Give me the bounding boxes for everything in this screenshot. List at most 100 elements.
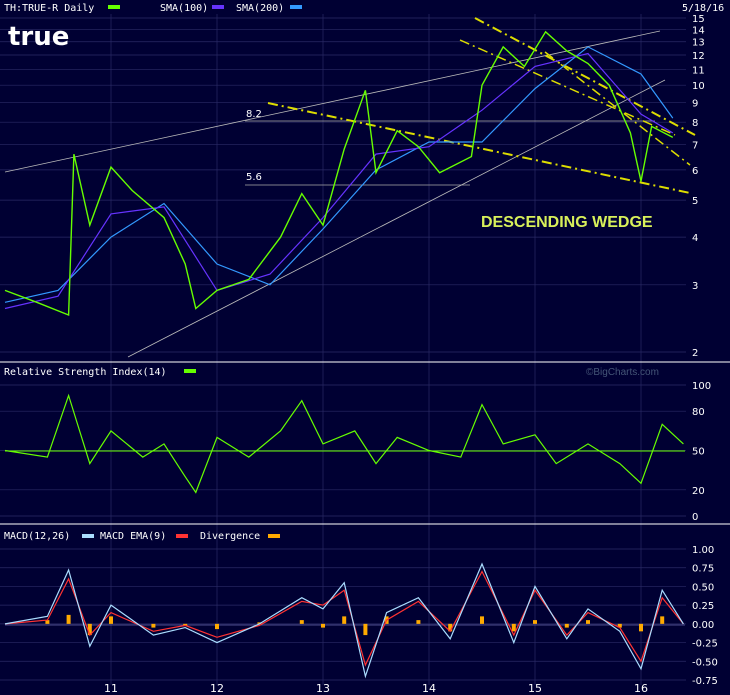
macd-legend-swatch [82, 534, 94, 538]
macd-ema-title: MACD EMA(9) [100, 531, 166, 542]
x-tick-label: 14 [422, 682, 436, 695]
divergence-bar [448, 623, 453, 632]
price-grid [0, 17, 686, 353]
upper-channel-line [4, 30, 661, 173]
macd-y-axis: 1.00 0.75 0.50 0.25 0.00 -0.25 -0.50 -0.75 [692, 545, 718, 687]
divergence-bar [299, 620, 304, 624]
rsi-legend-swatch [184, 369, 196, 373]
divergence-bar [87, 623, 92, 636]
sma200-line [4, 46, 674, 303]
x-tick-label: 13 [316, 682, 330, 695]
price-tick-label: 11 [692, 65, 705, 76]
price-tick-label: 4 [692, 233, 698, 244]
price-tick-label: 2 [692, 348, 698, 359]
price-legend-swatch [108, 5, 120, 9]
x-tick-label: 11 [104, 682, 118, 695]
price-tick-label: 12 [692, 51, 705, 62]
price-tick-label: 7 [692, 140, 698, 151]
price-tick-label: 9 [692, 99, 698, 110]
x-axis: 11 12 13 14 15 16 [104, 682, 648, 695]
divergence-legend-swatch [268, 534, 280, 538]
pattern-label: DESCENDING WEDGE [481, 214, 653, 231]
divergence-bar [511, 623, 516, 632]
price-tick-label: 15 [692, 14, 705, 25]
x-tick-label: 16 [634, 682, 648, 695]
macd-tick-label: 0.00 [692, 620, 714, 631]
credit-label: ©BigCharts.com [586, 367, 659, 378]
macd-tick-label: 1.00 [692, 545, 714, 556]
price-tick-label: 13 [692, 38, 705, 49]
rsi-y-axis: 0 20 50 80 100 [692, 381, 711, 523]
sma100-line [4, 52, 674, 310]
date-label: 5/18/16 [682, 3, 724, 14]
divergence-bar [586, 620, 590, 624]
sma100-series [4, 52, 674, 310]
divergence-bar [321, 623, 325, 628]
rsi-line [4, 393, 684, 494]
level-label-low: 5.6 [246, 172, 262, 183]
price-tick-label: 6 [692, 166, 698, 177]
macd-ema-series [4, 570, 684, 667]
macd-series [4, 562, 684, 679]
sma200-label: SMA(200) [236, 3, 284, 14]
lower-channel-line [127, 79, 666, 358]
divergence-bar [109, 616, 113, 624]
wedge-resistance-line-upper [474, 17, 696, 136]
rsi-tick-label: 100 [692, 381, 711, 392]
divergence-bar [45, 620, 50, 624]
divergence-bar [533, 620, 537, 624]
x-tick-label: 15 [528, 682, 542, 695]
x-tick-label: 12 [210, 682, 224, 695]
macd-tick-label: 0.25 [692, 601, 714, 612]
divergence-bar [215, 623, 219, 630]
divergence-title: Divergence [200, 531, 260, 542]
price-tick-label: 10 [692, 81, 705, 92]
divergence-bar [660, 616, 665, 624]
wedge-support-line-long [267, 102, 691, 194]
divergence-bar [639, 623, 643, 632]
macd-tick-label: 0.75 [692, 564, 714, 575]
price-tick-label: 5 [692, 196, 698, 207]
macd-tick-label: 0.50 [692, 582, 714, 593]
divergence-bar [257, 622, 262, 624]
rsi-title: Relative Strength Index(14) [4, 367, 167, 378]
divergence-bar [363, 623, 368, 636]
rsi-tick-label: 80 [692, 407, 705, 418]
divergence-bar [564, 623, 569, 628]
macd-tick-label: -0.25 [692, 639, 718, 650]
price-line [4, 30, 674, 317]
sma100-label: SMA(100) [160, 3, 208, 14]
price-tick-label: 8 [692, 118, 698, 129]
rsi-series [4, 393, 684, 494]
macd-ema-legend-swatch [176, 534, 188, 538]
price-series [4, 30, 674, 317]
divergence-bar [66, 614, 71, 624]
sma200-series [4, 46, 674, 303]
level-label-high: 8.2 [246, 109, 262, 120]
macd-title: MACD(12,26) [4, 531, 70, 542]
price-tick-label: 3 [692, 281, 698, 292]
rsi-tick-label: 0 [692, 512, 698, 523]
macd-line [4, 562, 684, 679]
divergence-bar [617, 623, 622, 628]
macd-ema-line [4, 570, 684, 667]
macd-tick-label: -0.50 [692, 657, 718, 668]
true-logo: true [8, 22, 69, 52]
vertical-grid [110, 14, 642, 685]
rsi-tick-label: 50 [692, 447, 705, 458]
sma100-legend-swatch [212, 5, 224, 9]
wedge-resistance-line-lower [459, 39, 676, 136]
divergence-bar [416, 620, 421, 624]
macd-grid [0, 548, 686, 681]
divergence-bar [480, 616, 484, 624]
macd-tick-label: -0.75 [692, 676, 718, 687]
rsi-tick-label: 20 [692, 486, 705, 497]
sma200-legend-swatch [290, 5, 302, 9]
ticker-label: TH:TRUE-R Daily [4, 3, 94, 14]
price-tick-label: 14 [692, 25, 705, 36]
divergence-bar [342, 616, 347, 624]
divergence-bar [151, 623, 156, 628]
